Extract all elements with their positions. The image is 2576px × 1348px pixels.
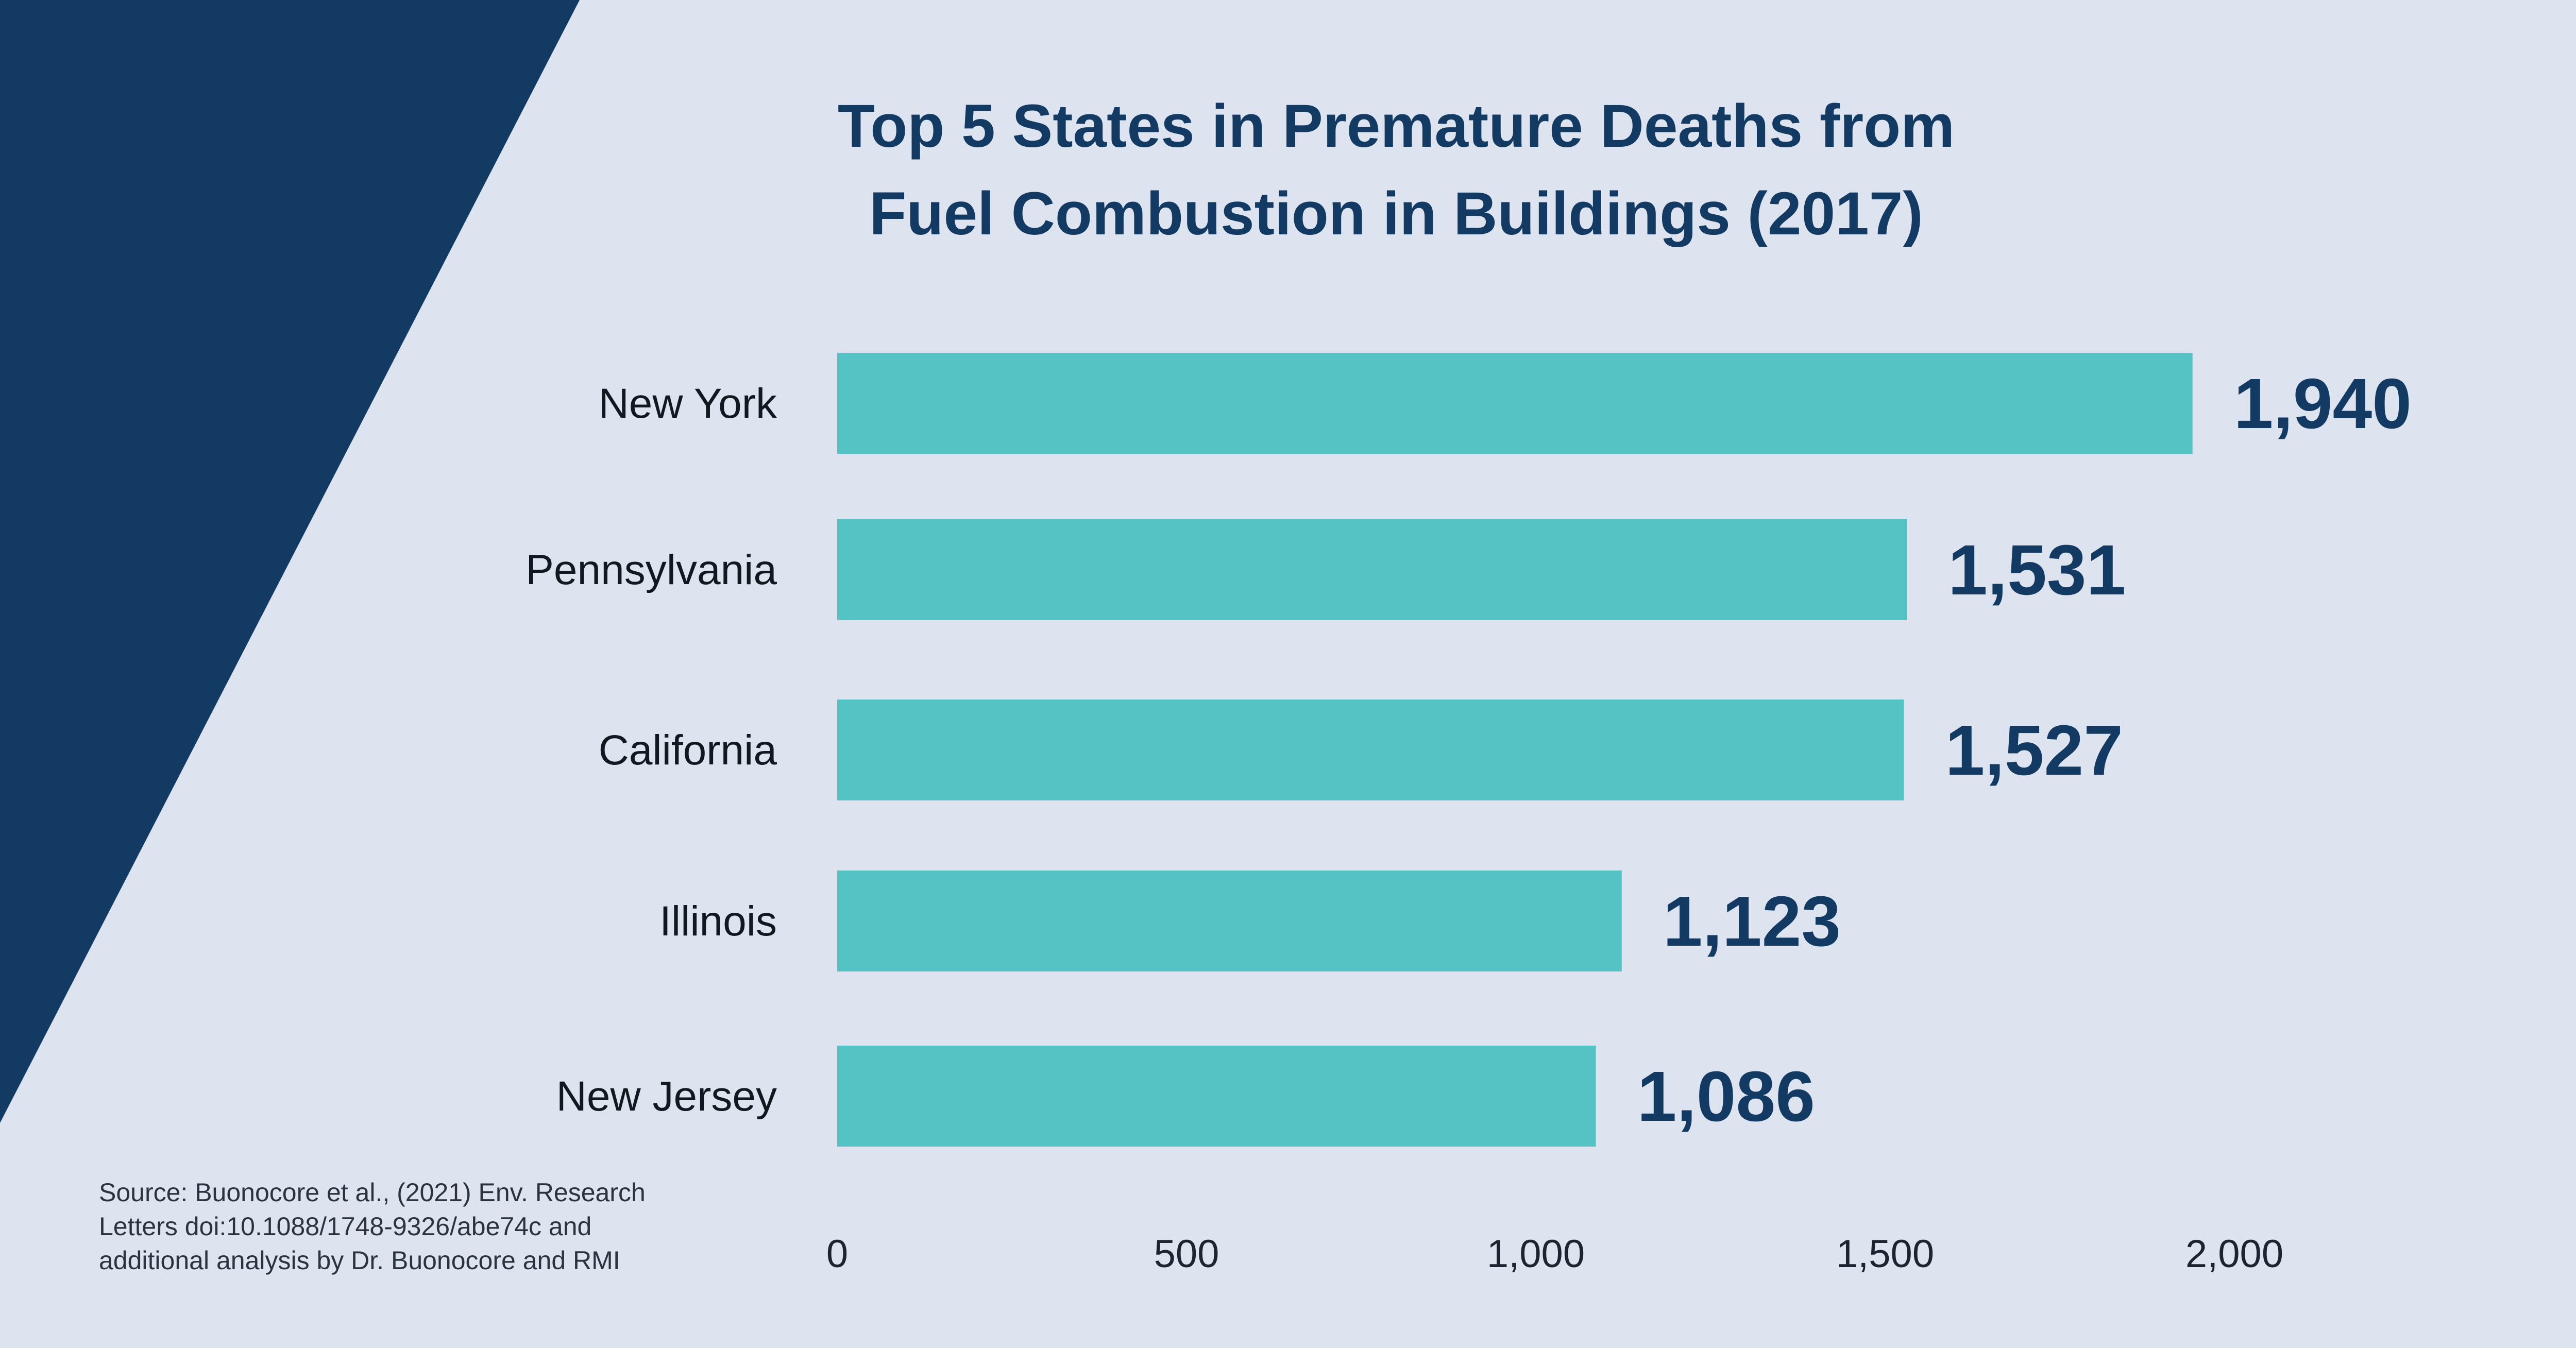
category-label-pennsylvania: Pennsylvania (526, 547, 777, 593)
value-label-pennsylvania: 1,531 (1948, 531, 2126, 610)
chart-title: Top 5 States in Premature Deaths from Fu… (804, 82, 1989, 258)
value-label-new-york: 1,940 (2234, 364, 2412, 443)
value-label-illinois: 1,123 (1663, 882, 1841, 961)
x-tick-label-1000: 1,000 (1487, 1232, 1585, 1276)
source-line-3: additional analysis by Dr. Buonocore and… (99, 1246, 620, 1275)
source-line-2: Letters doi:10.1088/1748-9326/abe74c and (99, 1212, 592, 1241)
x-tick-label-1500: 1,500 (1836, 1232, 1934, 1276)
bar-new-york (837, 353, 2193, 454)
bar-pennsylvania (837, 519, 1907, 620)
bar-illinois (837, 871, 1622, 971)
source-note: Source: Buonocore et al., (2021) Env. Re… (99, 1175, 769, 1277)
chart-title-line-2: Fuel Combustion in Buildings (2017) (869, 180, 1923, 248)
x-tick-label-0: 0 (826, 1232, 848, 1276)
value-label-california: 1,527 (1945, 711, 2123, 790)
category-label-california: California (599, 727, 777, 774)
value-label-new-jersey: 1,086 (1637, 1057, 1815, 1136)
bar-new-jersey (837, 1046, 1596, 1147)
bar-california (837, 699, 1904, 800)
chart-title-line-1: Top 5 States in Premature Deaths from (837, 92, 1955, 160)
x-tick-label-2000: 2,000 (2185, 1232, 2283, 1276)
x-tick-label-500: 500 (1154, 1232, 1219, 1276)
source-line-1: Source: Buonocore et al., (2021) Env. Re… (99, 1178, 646, 1207)
category-label-new-jersey: New Jersey (556, 1073, 777, 1120)
corner-band (0, 0, 580, 1123)
category-label-new-york: New York (599, 380, 777, 427)
category-label-illinois: Illinois (659, 898, 777, 945)
